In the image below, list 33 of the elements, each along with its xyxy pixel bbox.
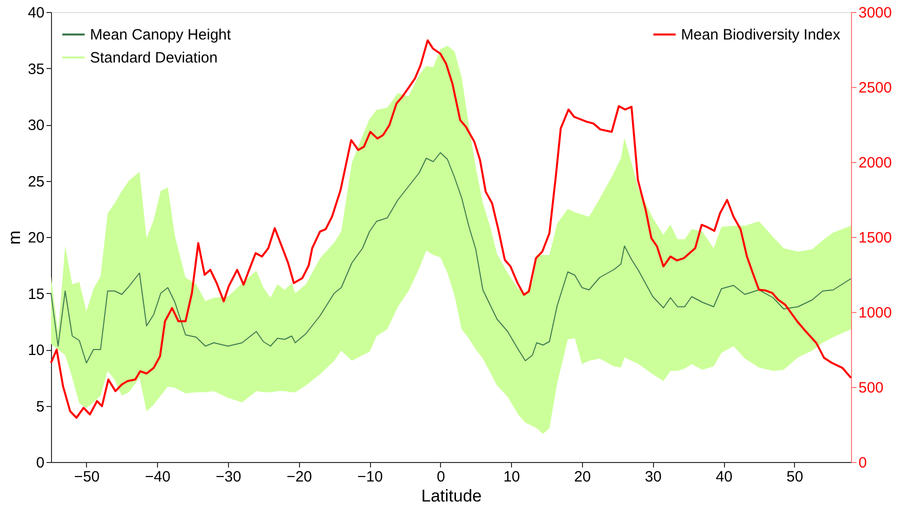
x-tick-label: 20 — [574, 468, 591, 486]
y-tick-label: 20 — [28, 230, 44, 246]
y-tick-label: 0 — [36, 454, 44, 472]
y-axis-title: m — [4, 230, 24, 245]
y2-tick-label: 2000 — [858, 154, 892, 172]
x-tick-label: 40 — [716, 468, 732, 486]
x-tick-label: 0 — [436, 468, 446, 486]
y2-tick-label: 3000 — [858, 4, 892, 22]
x-axis-title: Latitude — [421, 486, 482, 506]
y2-tick-label: 2500 — [858, 80, 892, 96]
line-series — [50, 152, 852, 364]
legend-label: Standard Deviation — [90, 50, 218, 66]
y-tick-label: 10 — [28, 342, 44, 359]
x-tick-label: 10 — [503, 468, 520, 486]
y2-tick-label: 1000 — [858, 304, 892, 322]
y2-tick-label: 0 — [858, 454, 867, 472]
x-tick-label: 30 — [644, 468, 662, 486]
x-tick-label: −50 — [74, 468, 100, 486]
x-tick-label: 50 — [786, 468, 804, 486]
y-tick-label: 25 — [28, 173, 44, 190]
x-tick-label: −30 — [216, 468, 242, 486]
y2-tick-label: 1500 — [858, 230, 892, 246]
y-tick-label: 5 — [36, 398, 44, 416]
x-tick-label: −40 — [144, 468, 170, 486]
legend-label: Mean Canopy Height — [90, 26, 232, 44]
x-tick-label: −20 — [286, 468, 312, 486]
y-tick-label: 35 — [28, 60, 44, 78]
y-tick-label: 30 — [28, 117, 44, 134]
y2-tick-label: 500 — [858, 380, 884, 396]
x-tick-label: −10 — [357, 468, 383, 486]
y-tick-label: 15 — [28, 286, 44, 303]
legend-label: Mean Biodiversity Index — [681, 26, 841, 44]
y-tick-label: 40 — [28, 4, 44, 22]
